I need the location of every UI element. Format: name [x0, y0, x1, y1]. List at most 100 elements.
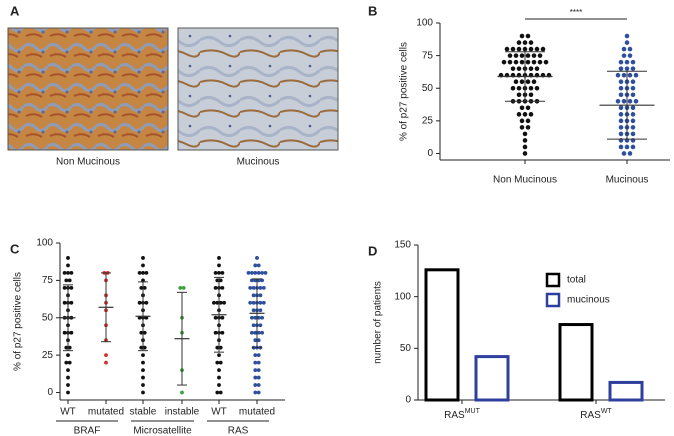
dot: [621, 72, 627, 78]
y-tick-label: 75: [422, 50, 434, 61]
dot: [519, 53, 525, 58]
x-tick-label: mutated: [239, 407, 275, 418]
dot: [516, 92, 522, 98]
dot: [250, 330, 254, 335]
dot: [624, 59, 630, 65]
dot: [141, 271, 145, 275]
dot: [630, 66, 636, 71]
dot: [624, 40, 630, 45]
dot: [528, 112, 534, 117]
dot: [624, 33, 630, 39]
dot: [531, 59, 537, 65]
dot: [215, 360, 220, 365]
dot: [519, 79, 525, 85]
y-tick-label: 0: [427, 148, 433, 159]
dot: [66, 375, 70, 380]
dot: [62, 330, 67, 335]
dot: [630, 131, 636, 137]
dot: [220, 285, 225, 290]
dot: [251, 300, 256, 305]
dot: [181, 285, 186, 290]
dot: [215, 300, 220, 305]
dot: [258, 285, 263, 290]
dot: [256, 278, 261, 283]
dot: [218, 390, 223, 395]
dot: [522, 131, 528, 137]
dot: [141, 383, 145, 387]
legend-swatch: [545, 272, 561, 288]
dot: [525, 118, 531, 124]
dot: [627, 53, 633, 58]
dot: [630, 105, 636, 111]
category-superscript: MUT: [465, 408, 481, 415]
dot: [215, 278, 220, 283]
dot: [256, 271, 261, 275]
dot: [534, 85, 540, 91]
dot: [220, 271, 225, 275]
y-tick-label: 0: [405, 395, 411, 406]
x-tick-label: Mucinous: [606, 175, 649, 186]
legend-label: total: [567, 275, 586, 286]
dot: [217, 256, 221, 260]
dot: [516, 112, 522, 117]
dot: [519, 33, 525, 39]
dot: [218, 278, 223, 283]
dot: [261, 285, 266, 290]
dot: [630, 85, 636, 91]
dot: [618, 85, 624, 91]
dot: [516, 66, 522, 71]
dot: [256, 315, 261, 320]
category-base: RAS: [580, 410, 601, 421]
dot: [64, 360, 69, 365]
dot: [258, 300, 263, 305]
y-tick-label: 100: [394, 291, 411, 302]
dot: [519, 105, 525, 111]
dot: [217, 271, 221, 275]
dot: [519, 59, 525, 65]
dot: [507, 53, 513, 58]
dot: [501, 59, 507, 65]
dot: [217, 353, 221, 358]
dot: [217, 383, 221, 387]
dot: [213, 285, 218, 290]
dot: [248, 300, 253, 305]
dot: [621, 151, 627, 156]
dot: [66, 383, 70, 387]
dot: [215, 390, 220, 395]
bar: [474, 355, 510, 402]
group-label: Microsatellite: [133, 426, 192, 436]
dot: [537, 53, 543, 58]
dot: [253, 375, 258, 380]
dot: [218, 300, 223, 305]
dot: [525, 59, 531, 65]
dot: [250, 278, 254, 283]
dot: [253, 315, 258, 320]
dot: [69, 330, 74, 335]
dot: [222, 300, 227, 305]
y-tick-label: 25: [422, 115, 434, 126]
dot: [534, 66, 540, 71]
dot: [522, 46, 528, 52]
bar: [608, 380, 644, 402]
dot: [256, 330, 261, 335]
y-tick-label: 50: [400, 343, 412, 354]
dot: [540, 46, 546, 52]
dot: [64, 345, 69, 350]
dot: [256, 353, 261, 358]
dot: [255, 256, 259, 260]
dot: [525, 33, 531, 39]
dot: [66, 256, 70, 260]
dot: [624, 66, 630, 71]
dot: [212, 300, 216, 305]
dot: [504, 46, 510, 52]
x-tick-label: stable: [130, 407, 157, 418]
dot: [251, 308, 256, 313]
dot: [104, 360, 108, 365]
bar: [424, 268, 460, 402]
dot: [180, 390, 184, 395]
dot: [615, 72, 621, 78]
dot: [513, 79, 519, 85]
dot: [253, 360, 258, 365]
x-tick-label: mutated: [88, 407, 124, 418]
dot: [220, 330, 225, 335]
